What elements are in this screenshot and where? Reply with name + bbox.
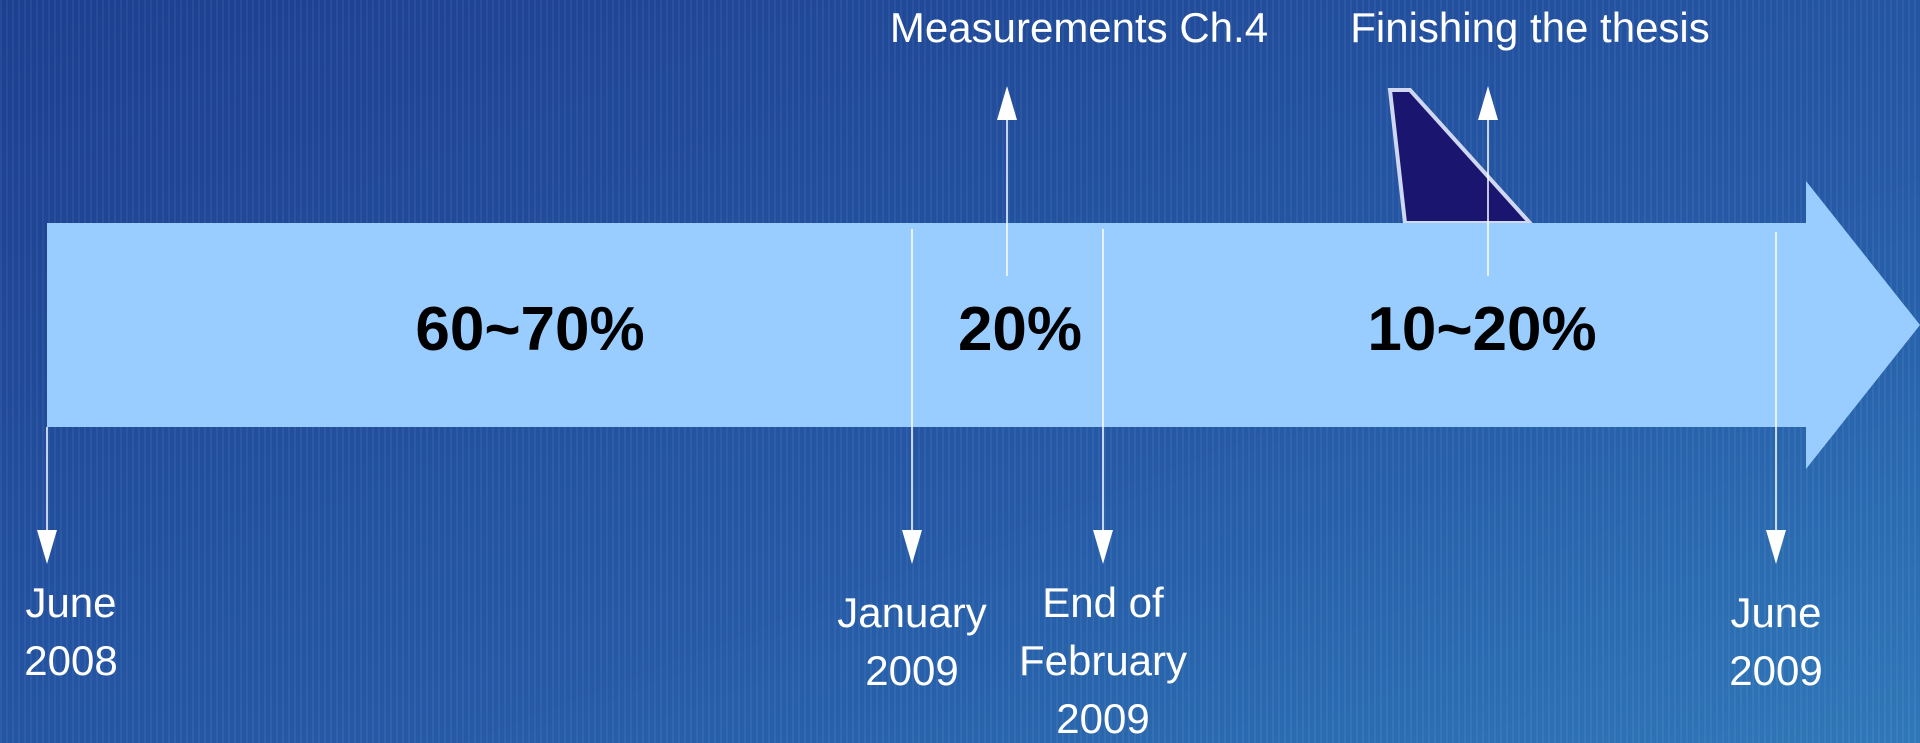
milestone-label: June — [25, 579, 116, 626]
milestone-label: 2009 — [1056, 695, 1149, 742]
task-label: Finishing the thesis — [1350, 4, 1710, 51]
milestone-label: June — [1730, 589, 1821, 636]
phase-label: 20% — [958, 295, 1082, 364]
phase-label: 60~70% — [415, 295, 644, 364]
task-label: Measurements Ch.4 — [890, 4, 1268, 51]
milestone-label: February — [1019, 637, 1187, 684]
timeline-slide: 60~70% 20% 10~20% June 2008 January 2009 End of… — [0, 0, 1920, 743]
milestone-label: 2009 — [865, 647, 958, 694]
milestone-label: 2008 — [24, 637, 117, 684]
milestone-label: End of — [1042, 579, 1164, 626]
phase-label: 10~20% — [1367, 295, 1596, 364]
milestone-label: January — [837, 589, 986, 636]
page: {"phases": [ {"label": "60~70%"}, {"labe… — [0, 0, 1920, 743]
milestone-label: 2009 — [1729, 647, 1822, 694]
